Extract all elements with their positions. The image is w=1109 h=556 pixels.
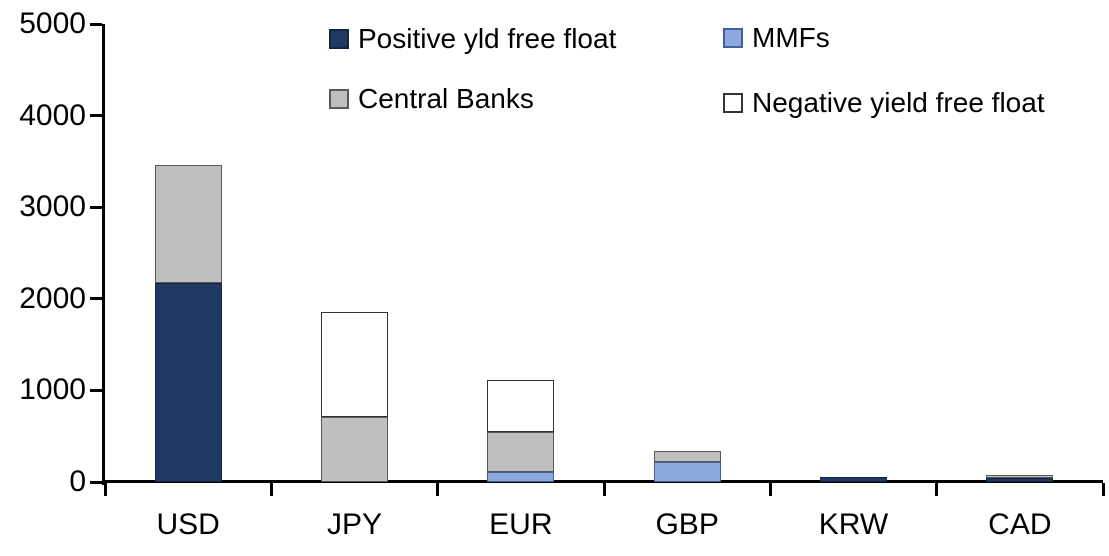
x-axis-tick [269, 483, 273, 496]
x-axis-tick [768, 483, 772, 496]
legend-item-mmfs: MMFs [723, 23, 830, 53]
legend-label-central-banks: Central Banks [358, 83, 534, 114]
y-axis-tick [90, 388, 102, 392]
bar-segment-usd-2 [154, 165, 222, 284]
y-axis-tick [90, 114, 102, 118]
y-axis-tick-label: 0 [69, 465, 86, 498]
bar-segment-eur-3 [487, 380, 555, 433]
x-axis-tick [436, 483, 440, 496]
y-axis-tick [90, 205, 102, 209]
bar-segment-krw-0 [820, 477, 887, 482]
legend-swatch-central-banks [329, 89, 349, 109]
legend-swatch-negative-yield-free-float [723, 93, 743, 113]
x-axis-tick [935, 483, 939, 496]
bar-segment-gbp-2 [653, 450, 721, 462]
bar-segment-usd-0 [154, 283, 222, 482]
bar-segment-jpy-3 [321, 311, 388, 417]
bar-segment-eur-2 [487, 432, 555, 472]
x-axis-tick [1101, 483, 1105, 496]
bar-segment-gbp-1 [653, 461, 721, 482]
legend-item-central-banks: Central Banks [329, 84, 534, 114]
bar-segment-jpy-2 [321, 416, 388, 482]
x-axis-category-label-jpy: JPY [326, 508, 383, 541]
x-axis-category-label-cad: CAD [988, 508, 1052, 541]
x-axis-category-label-usd: USD [156, 508, 220, 541]
y-axis-tick-label: 3000 [19, 190, 86, 224]
x-axis-tick [602, 483, 606, 496]
y-axis-tick-label: 1000 [19, 373, 86, 407]
x-axis-category-label-eur: EUR [489, 508, 553, 541]
x-axis-line [102, 480, 1103, 483]
x-axis-tick [103, 483, 107, 496]
x-axis-category-label-gbp: GBP [655, 508, 719, 541]
legend-label-mmfs: MMFs [752, 22, 830, 53]
y-axis-tick-label: 2000 [19, 281, 86, 315]
legend-item-positive-yld-free-float: Positive yld free float [329, 24, 616, 54]
y-axis-tick [90, 297, 102, 301]
legend-label-negative-yield-free-float: Negative yield free float [752, 87, 1045, 118]
y-axis-line [102, 24, 105, 485]
legend-item-negative-yield-free-float: Negative yield free float [723, 88, 1045, 118]
legend-swatch-mmfs [723, 28, 743, 48]
y-axis-tick-label: 4000 [19, 98, 86, 132]
legend-swatch-positive-yld-free-float [329, 29, 349, 49]
bar-segment-eur-1 [487, 471, 555, 482]
bar-segment-cad-0 [986, 477, 1054, 482]
y-axis-tick [90, 480, 102, 484]
bar-segment-cad-2 [986, 475, 1054, 478]
x-axis-category-label-krw: KRW [818, 508, 889, 541]
legend-label-positive-yld-free-float: Positive yld free float [358, 23, 617, 54]
y-axis-tick [90, 22, 102, 26]
y-axis-tick-label: 5000 [19, 7, 86, 40]
